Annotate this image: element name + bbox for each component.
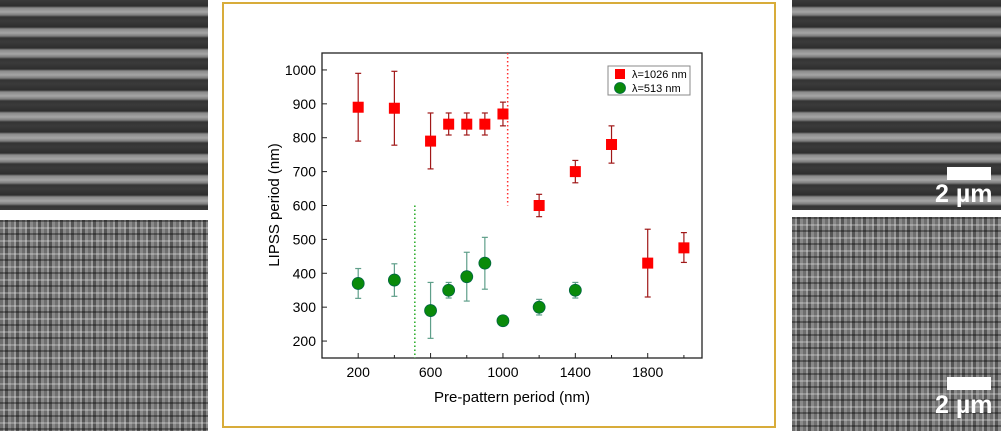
data-point-circle	[424, 304, 437, 317]
y-tick-label: 500	[293, 231, 317, 247]
scale-bar-label: 2 µm	[935, 180, 993, 208]
x-tick-label: 1800	[632, 364, 663, 380]
x-tick-label: 200	[347, 364, 371, 380]
y-tick-label: 400	[293, 265, 317, 281]
legend-marker-circle	[614, 82, 626, 94]
data-point-square	[606, 139, 618, 150]
data-point-circle	[351, 277, 365, 290]
legend-label-513: λ=513 nm	[632, 83, 681, 95]
x-axis-label: Pre-pattern period (nm)	[434, 389, 590, 406]
data-point-circle	[496, 314, 510, 328]
sem-image-bottom-right: 2 µm	[792, 217, 1001, 431]
legend-label-1026: λ=1026 nm	[632, 69, 687, 81]
data-point-square	[533, 200, 545, 211]
data-point-square	[479, 118, 491, 130]
data-point-circle	[442, 283, 456, 297]
y-tick-label: 600	[293, 198, 317, 214]
y-tick-label: 800	[293, 130, 317, 146]
x-tick-label: 600	[419, 364, 443, 380]
y-tick-label: 1000	[285, 62, 316, 78]
data-point-square	[461, 118, 473, 130]
scale-bar	[947, 377, 991, 390]
y-axis-label: LIPSS period (nm)	[266, 143, 283, 266]
legend: λ=1026 nm λ=513 nm	[607, 65, 691, 96]
data-point-square	[569, 166, 581, 178]
data-point-square	[388, 102, 400, 114]
sem-image-top-right: 2 µm	[792, 0, 1001, 210]
y-tick-label: 300	[293, 299, 317, 315]
data-point-circle	[478, 256, 492, 270]
sem-image-top-left	[0, 0, 208, 210]
data-point-square	[443, 118, 455, 130]
sem-image-bottom-left	[0, 220, 208, 431]
scale-bar-label: 2 µm	[935, 391, 993, 419]
data-point-circle	[532, 300, 546, 314]
chart-frame	[222, 2, 776, 428]
data-point-square	[497, 108, 509, 120]
data-point-square	[352, 101, 364, 113]
x-tick-label: 1400	[560, 364, 591, 380]
data-point-circle	[460, 270, 474, 284]
data-point-circle	[568, 283, 582, 297]
data-point-square	[678, 242, 690, 254]
data-point-square	[425, 135, 437, 147]
data-point-circle	[387, 273, 401, 287]
plot-area	[321, 52, 703, 359]
data-point-square	[642, 257, 654, 269]
y-tick-label: 200	[293, 333, 317, 349]
scale-bar	[947, 167, 991, 180]
y-tick-label: 700	[293, 164, 317, 180]
y-tick-label: 900	[293, 96, 317, 112]
legend-marker-square	[615, 69, 625, 79]
x-tick-label: 1000	[487, 364, 518, 380]
